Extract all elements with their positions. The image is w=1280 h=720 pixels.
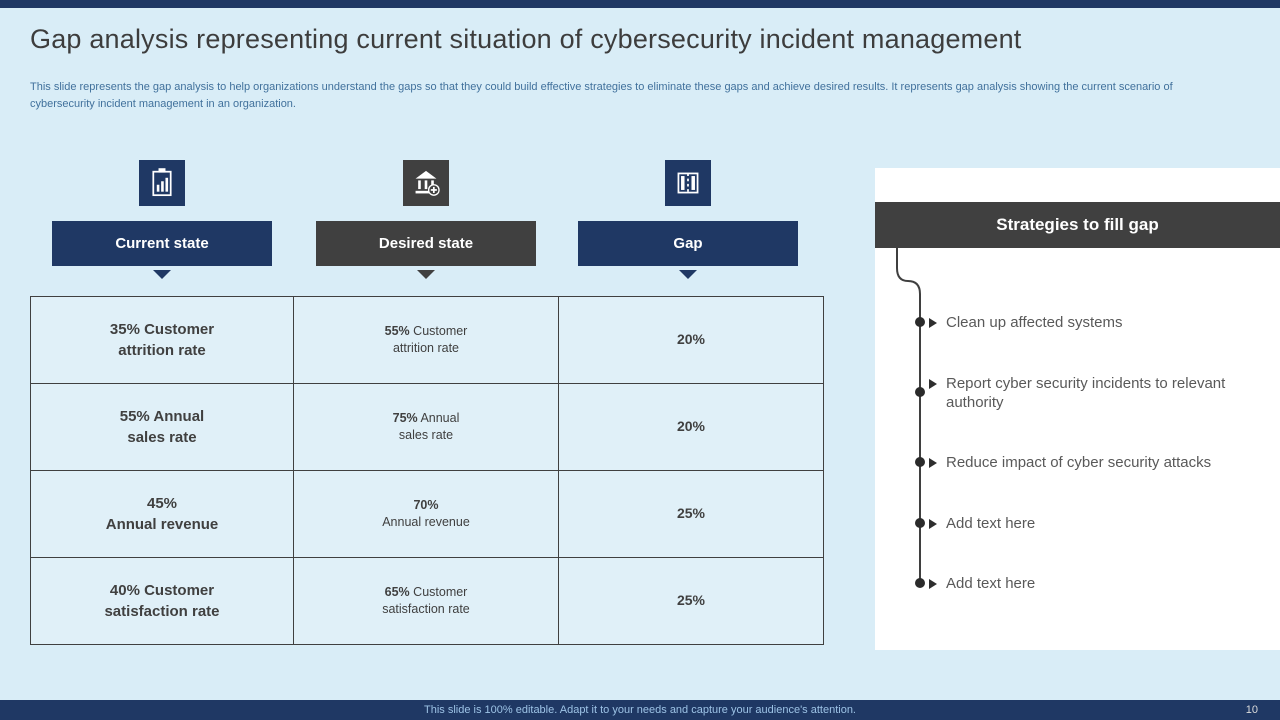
cell-value: 35% [109, 321, 140, 338]
cell-value: 55% [384, 323, 410, 338]
cell-desired: 65% Customer satisfaction rate [293, 557, 559, 645]
cell-current: 55% Annual sales rate [30, 383, 294, 471]
chart-clipboard-icon [152, 168, 172, 197]
cell-desired: 70% Annual revenue [293, 470, 559, 558]
current-state-tile [139, 160, 190, 211]
table-row: 55% Annual sales rate 75% Annual sales r… [30, 383, 824, 471]
bullet-arrow-icon [929, 579, 937, 589]
table-row: 40% Customer satisfaction rate 65% Custo… [30, 557, 824, 645]
desired-state-tile [403, 160, 454, 211]
gap-header: Gap [578, 221, 803, 271]
strategies-panel [875, 168, 1280, 650]
strategy-item: Add text here [929, 514, 1035, 533]
cell-label: Annual sales rate [398, 410, 460, 443]
bullet-arrow-icon [929, 519, 937, 529]
cell-desired: 75% Annual sales rate [293, 383, 559, 471]
current-state-label: Current state [115, 235, 209, 252]
timeline-connector [896, 248, 925, 588]
cell-label: Customer satisfaction rate [104, 582, 220, 620]
top-accent-bar [0, 0, 1280, 8]
gap-analysis-table: 35% Customer attrition rate 55% Customer… [30, 296, 824, 645]
gap-tile [665, 160, 716, 211]
strategy-label: Clean up affected systems [946, 314, 1123, 331]
footer-note: This slide is 100% editable. Adapt it to… [424, 704, 856, 716]
cell-current: 35% Customer attrition rate [30, 296, 294, 384]
table-row: 35% Customer attrition rate 55% Customer… [30, 296, 824, 384]
strategy-item: Report cyber security incidents to relev… [929, 374, 1246, 412]
current-state-header: Current state [52, 221, 277, 271]
cell-gap: 20% [558, 296, 824, 384]
page-number: 10 [1245, 704, 1258, 716]
cell-value: 40% [109, 582, 140, 599]
cell-value: 55% [119, 408, 150, 425]
bullet-arrow-icon [929, 379, 937, 389]
cell-label: Customer satisfaction rate [382, 584, 470, 617]
cell-label: Annual sales rate [127, 408, 205, 446]
desired-state-header: Desired state [316, 221, 541, 271]
strategy-label: Add text here [946, 515, 1036, 532]
cell-value: 70% [413, 497, 439, 512]
cell-label: Annual revenue [105, 516, 219, 533]
bullet-arrow-icon [929, 458, 937, 468]
cell-gap: 20% [558, 383, 824, 471]
cell-value: 45% [146, 495, 178, 512]
desired-state-label: Desired state [378, 235, 474, 252]
cell-gap: 25% [558, 557, 824, 645]
desired-state-pointer-icon [417, 270, 435, 279]
strategy-item: Reduce impact of cyber security attacks [929, 453, 1211, 472]
strategy-item: Add text here [929, 574, 1035, 593]
cell-current: 40% Customer satisfaction rate [30, 557, 294, 645]
bank-plus-icon [415, 170, 440, 196]
cell-gap: 25% [558, 470, 824, 558]
strategies-header: Strategies to fill gap [875, 202, 1280, 248]
cell-desired: 55% Customer attrition rate [293, 296, 559, 384]
bullet-arrow-icon [929, 318, 937, 328]
slide-description: This slide represents the gap analysis t… [30, 81, 1173, 111]
gap-pointer-icon [679, 270, 697, 279]
cell-label: Customer attrition rate [118, 321, 215, 359]
cell-current: 45% Annual revenue [30, 470, 294, 558]
strategy-label: Add text here [946, 575, 1036, 592]
cell-label: Customer attrition rate [392, 323, 468, 356]
cell-value: 75% [392, 410, 418, 425]
page-title: Gap analysis representing current situat… [30, 24, 1022, 54]
cell-label: Annual revenue [382, 515, 470, 529]
strategy-label: Report cyber security incidents to relev… [946, 375, 1226, 412]
table-row: 45% Annual revenue 70% Annual revenue 25… [30, 470, 824, 558]
cell-value: 65% [384, 584, 410, 599]
strategies-title: Strategies to fill gap [996, 215, 1159, 234]
current-state-pointer-icon [153, 270, 171, 279]
footer-bar: This slide is 100% editable. Adapt it to… [0, 700, 1280, 720]
strategy-label: Reduce impact of cyber security attacks [946, 454, 1212, 471]
strategy-item: Clean up affected systems [929, 313, 1122, 332]
gap-columns-icon [677, 172, 699, 194]
gap-label: Gap [673, 235, 703, 252]
